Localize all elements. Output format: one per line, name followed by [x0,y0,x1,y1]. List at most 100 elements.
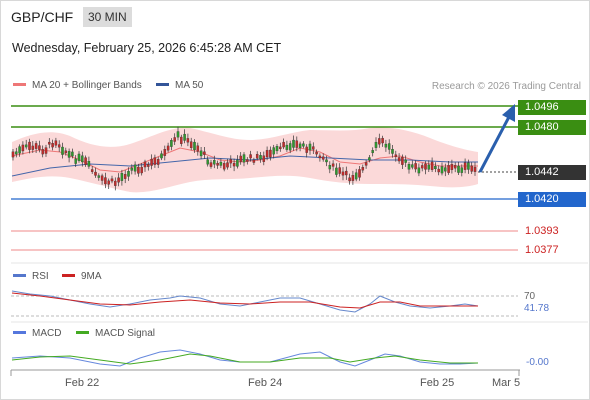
candle-body [110,178,114,182]
candle-body [434,166,437,170]
legend-rsi: RSI [13,271,49,282]
candle-body [239,155,242,162]
legend-ma50-label: MA 50 [175,80,204,91]
candle-body [120,173,124,181]
instrument-title: GBP/CHF [11,9,74,25]
candle-body [18,146,21,154]
candle-body [133,164,137,172]
candle-body [44,147,48,154]
support-1-label: 1.0393 [525,225,559,237]
candle-body [391,148,394,154]
candle-body [104,177,107,185]
candle-body [371,150,374,154]
candle-body [219,161,223,166]
candle-body [94,171,97,176]
candle-body [107,180,110,185]
candle-body [123,174,127,179]
ma50-swatch [156,82,169,86]
candle-body [183,133,186,141]
candle-body [437,168,440,173]
candle-body [229,159,233,164]
candle-body [28,141,31,150]
candle-body [387,143,391,150]
candle-body [196,145,200,152]
candle-body [473,167,477,172]
candle-body [467,162,470,170]
candle-body [242,154,246,163]
candle-body [424,163,427,170]
candle-body [147,164,150,167]
candle-body [308,143,312,151]
candle-body [420,165,424,169]
legend-rsi-ma: 9MA [62,271,102,282]
candle-body [394,154,398,157]
candle-body [265,150,269,158]
timeframe-badge[interactable]: 30 MIN [83,7,132,27]
candle-body [170,140,173,147]
candle-body [232,162,236,167]
candle-body [407,164,411,170]
candle-body [321,156,325,160]
candle-body [71,151,74,157]
candle-body [335,167,338,175]
macd-value-label: -0.00 [526,357,549,368]
candle-body [74,158,77,164]
x-label-feb25: Feb 25 [420,377,455,389]
rsi-ma-line [11,292,478,309]
candle-body [361,167,365,171]
candle-body [318,155,322,159]
candle-body [447,165,450,173]
candle-body [411,164,414,168]
candle-body [351,175,355,181]
candle-body [90,169,94,172]
price-candles [11,126,477,191]
candle-body [279,146,282,150]
candle-body [176,131,180,138]
candle-body [180,136,183,144]
candle-body [252,159,256,163]
candle-body [292,139,295,148]
candle-body [272,147,275,155]
candle-body [206,159,209,165]
candle-body [193,141,196,151]
candle-body [222,163,226,170]
candle-body [209,162,213,167]
candle-body [166,145,170,151]
candle-body [163,149,167,156]
candle-body [199,150,203,157]
candle-body [34,143,38,149]
candle-body [24,144,28,148]
pivot-label: 1.0420 [518,192,586,207]
candle-body [246,159,249,162]
candle-body [81,155,84,163]
macd-swatch [13,330,26,334]
rsi-ma-swatch [62,273,75,277]
candle-body [64,150,68,154]
candle-body [31,145,35,150]
candle-body [325,159,328,163]
candle-body [130,167,134,171]
candle-body [457,165,460,173]
candle-body [249,154,252,159]
candle-body [331,163,335,167]
x-label-feb24: Feb 24 [248,377,283,389]
candle-body [173,137,176,142]
credit-text: Research © 2026 Trading Central [431,81,581,92]
rsi-swatch [13,273,26,277]
candle-body [57,144,61,148]
candle-body [463,162,467,170]
candle-body [374,141,378,148]
candle-body [54,140,58,146]
candle-body [470,165,473,172]
x-label-mar5: Mar 5 [492,377,521,389]
rsi-value-label: 41.78 [524,303,550,314]
ma20-swatch [13,82,26,86]
candle-body [160,153,163,159]
candle-body [453,165,457,169]
candle-body [38,145,41,150]
macd-signal-line [11,353,478,365]
candle-body [338,167,341,174]
candle-body [156,159,160,165]
candle-body [312,146,315,150]
